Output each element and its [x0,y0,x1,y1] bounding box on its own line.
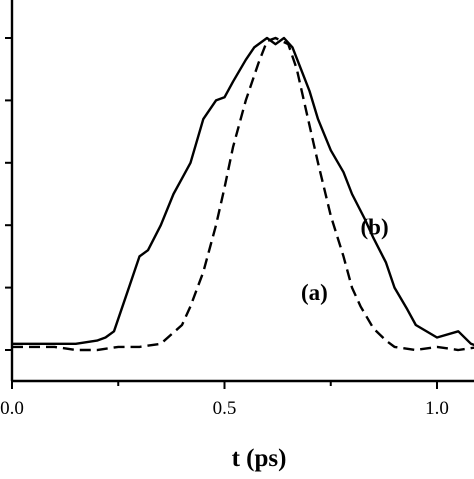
labels-layer: 0.0 0.5 1.0 (b) (a) [0,215,449,419]
series-layer [12,36,474,352]
series-line-b [12,36,474,347]
series-annotation: (a) [301,280,328,305]
x-tick-label: 0.0 [0,398,24,419]
series-annotation: (b) [361,215,389,240]
axes [5,0,474,389]
series-line-a [12,36,474,352]
x-tick-label: 0.5 [213,398,237,419]
x-axis-title: t (ps) [232,445,287,472]
x-tick-label: 1.0 [425,398,449,419]
